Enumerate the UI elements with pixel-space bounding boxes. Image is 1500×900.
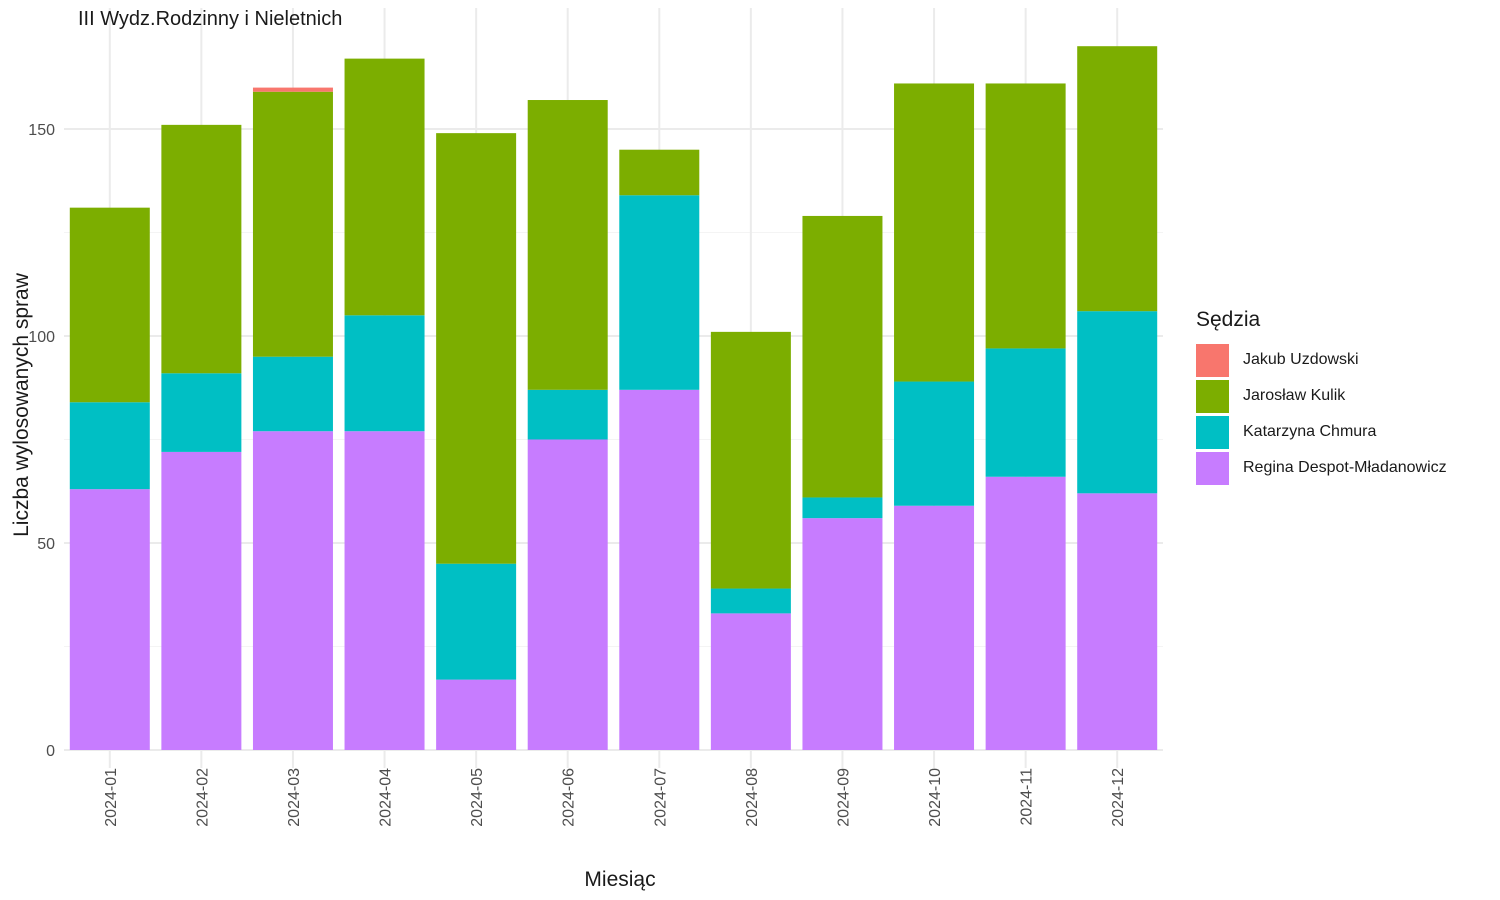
bar-segment	[894, 505, 975, 750]
y-tick-label: 100	[28, 329, 55, 346]
bar-segment	[69, 402, 150, 490]
bar-segment	[252, 91, 333, 357]
legend-item: Jakub Uzdowski	[1196, 342, 1447, 378]
bar-segment	[161, 451, 242, 750]
bar-segment	[436, 563, 517, 680]
legend-title: Sędzia	[1196, 308, 1261, 331]
legend-label: Jakub Uzdowski	[1243, 351, 1359, 368]
bar-segment	[619, 149, 700, 196]
legend-label: Katarzyna Chmura	[1243, 423, 1377, 440]
bar-segment	[161, 124, 242, 374]
legend: Sędzia Jakub Uzdowski Jarosław Kulik Katar…	[1196, 308, 1447, 486]
bar-segment	[436, 679, 517, 750]
bar-segment	[985, 348, 1066, 477]
y-tick-label: 50	[37, 536, 55, 553]
legend-items: Jakub Uzdowski Jarosław Kulik Katarzyna Ch…	[1196, 342, 1447, 486]
bar-segment	[894, 381, 975, 506]
bar-segment	[161, 373, 242, 452]
bar-segment	[344, 431, 425, 750]
bar-segment	[619, 389, 700, 750]
bar-segment	[436, 133, 517, 564]
bar-segment	[710, 331, 791, 589]
bar-segment	[1077, 493, 1158, 750]
x-tick-label: 2024-10	[927, 768, 944, 827]
legend-key-swatch	[1196, 379, 1229, 413]
bar-segment	[344, 315, 425, 432]
bar-segment	[710, 588, 791, 614]
legend-key-swatch	[1196, 415, 1229, 449]
x-tick-label: 2024-06	[561, 768, 578, 827]
bar-segment	[527, 389, 608, 440]
x-tick-label: 2024-11	[1019, 768, 1036, 826]
y-tick-label: 150	[28, 122, 55, 139]
legend-item: Jarosław Kulik	[1196, 378, 1447, 414]
chart-title: III Wydz.Rodzinny i Nieletnich	[78, 8, 343, 30]
x-tick-label: 2024-08	[744, 768, 761, 827]
bar-segment	[985, 83, 1066, 349]
x-tick-label: 2024-12	[1110, 768, 1127, 827]
bar-segment	[527, 100, 608, 390]
bar-segment	[252, 87, 333, 92]
y-tick-label: 0	[46, 743, 55, 760]
x-tick-label: 2024-01	[103, 768, 120, 827]
bar-segment	[1077, 311, 1158, 494]
x-tick-label: 2024-04	[378, 768, 395, 827]
legend-item: Regina Despot-Mładanowicz	[1196, 450, 1447, 486]
bar-segment	[710, 613, 791, 750]
legend-key-swatch	[1196, 451, 1229, 485]
bar-segment	[344, 58, 425, 316]
legend-key-swatch	[1196, 343, 1229, 377]
bar-segment	[802, 215, 883, 498]
x-axis-label: Miesiąc	[584, 868, 655, 891]
bar-segment	[252, 356, 333, 432]
x-tick-label: 2024-09	[835, 768, 852, 827]
legend-label: Jarosław Kulik	[1243, 387, 1346, 404]
bar-segment	[1077, 46, 1158, 312]
bar-segment	[802, 518, 883, 750]
bar-segment	[894, 83, 975, 382]
y-tick-labels: 0 50 100 150	[28, 122, 55, 760]
bar-segment	[802, 497, 883, 519]
legend-item: Katarzyna Chmura	[1196, 414, 1447, 450]
bar-segment	[252, 431, 333, 750]
x-tick-label: 2024-07	[652, 768, 669, 827]
x-tick-labels: 2024-01 2024-02 2024-03 2024-04 2024-05 2024-…	[103, 768, 1127, 827]
x-tick-label: 2024-03	[286, 768, 303, 827]
bar-segment	[69, 489, 150, 750]
x-tick-label: 2024-05	[469, 768, 486, 827]
bar-segment	[619, 195, 700, 390]
bar-segment	[69, 207, 150, 403]
bar-segment	[527, 439, 608, 750]
y-axis-label: Liczba wylosowanych spraw	[10, 272, 33, 537]
legend-label: Regina Despot-Mładanowicz	[1243, 459, 1447, 476]
x-tick-label: 2024-02	[194, 768, 211, 827]
bar-segment	[985, 476, 1066, 750]
bars	[69, 46, 1158, 750]
